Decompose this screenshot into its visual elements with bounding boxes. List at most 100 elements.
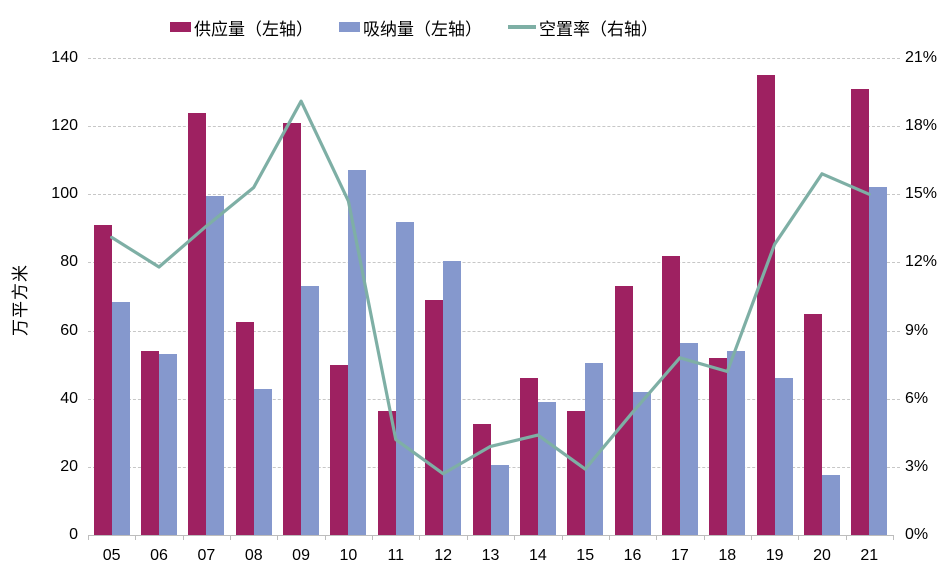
x-axis-tick-label: 18 — [718, 547, 737, 564]
supply-bar — [377, 410, 396, 535]
x-axis-tick-label: 21 — [860, 547, 879, 564]
x-axis-tick — [230, 536, 232, 540]
x-axis-tick — [561, 536, 563, 540]
x-axis-tick-label: 15 — [576, 547, 595, 564]
x-axis-tick — [750, 536, 752, 540]
x-axis-tick — [514, 536, 516, 540]
legend-item-supply: 供应量（左轴） — [170, 15, 313, 40]
absorption-bar — [301, 286, 320, 535]
x-axis-tick — [893, 536, 894, 540]
absorption-bar — [869, 187, 888, 535]
supply-bar — [756, 75, 775, 535]
absorption-bar — [727, 351, 746, 535]
x-axis-tick — [466, 536, 468, 540]
gridline — [88, 262, 900, 264]
x-axis-tick — [324, 536, 326, 540]
left-axis-tick-label: 80 — [60, 253, 78, 271]
x-axis-tick-label: 06 — [150, 547, 168, 564]
gridline — [88, 398, 900, 400]
vacancy-line-swatch-icon — [508, 25, 536, 29]
x-axis-tick-label: 11 — [387, 547, 405, 564]
absorption-swatch-icon — [339, 22, 360, 32]
supply-bar — [614, 286, 633, 535]
absorption-bar — [585, 362, 604, 535]
left-axis-tick-label: 20 — [60, 457, 78, 475]
supply-bar — [709, 357, 728, 535]
left-axis-tick-label: 100 — [51, 185, 78, 203]
supply-swatch-icon — [170, 22, 191, 32]
supply-bar — [851, 88, 870, 535]
right-axis-tick-label: 3% — [905, 457, 929, 475]
legend-label-vacancy: 空置率（右轴） — [539, 19, 658, 39]
supply-bar — [803, 313, 822, 535]
left-axis-tick-label: 40 — [60, 389, 78, 407]
right-axis-tick-label: 15% — [905, 185, 938, 203]
right-axis-tick-label: 9% — [905, 321, 929, 339]
x-axis-tick-label: 13 — [481, 547, 500, 564]
x-axis-tick — [88, 536, 89, 540]
right-axis-tick-label: 0% — [905, 526, 929, 543]
right-axis-tick-label: 18% — [905, 117, 938, 135]
legend-item-absorption: 吸纳量（左轴） — [339, 15, 482, 40]
supply-bar — [330, 364, 349, 535]
x-axis-tick-label: 19 — [765, 547, 784, 564]
supply-bar — [661, 255, 680, 535]
x-axis-tick-label: 09 — [292, 547, 310, 564]
x-axis-tick — [798, 536, 800, 540]
right-axis-tick-label: 21% — [905, 49, 938, 66]
supply-bar — [519, 378, 538, 535]
x-axis-tick-label: 20 — [813, 547, 831, 564]
absorption-bar — [111, 301, 130, 535]
absorption-bar — [159, 354, 178, 535]
absorption-bar — [490, 465, 509, 535]
gridline — [88, 330, 900, 332]
x-axis-tick — [277, 536, 279, 540]
x-axis-tick — [845, 536, 847, 540]
x-axis-tick-label: 07 — [197, 547, 216, 564]
chart-legend: 供应量（左轴） 吸纳量（左轴） 空置率（右轴） — [0, 12, 828, 42]
right-axis-tick-label: 6% — [905, 389, 929, 407]
x-axis-tick-label: 08 — [244, 547, 263, 564]
x-axis-tick — [372, 536, 374, 540]
absorption-bar — [632, 391, 651, 535]
x-axis-tick-label: 12 — [434, 547, 453, 564]
left-axis-tick-label: 140 — [51, 49, 78, 66]
supply-bar — [93, 224, 112, 535]
supply-bar — [472, 424, 491, 535]
x-axis-tick — [703, 536, 705, 540]
left-axis-title: 万平方米 — [11, 264, 30, 336]
left-axis-tick-label: 0 — [69, 526, 78, 543]
legend-label-supply: 供应量（左轴） — [194, 19, 313, 39]
x-axis-line — [88, 535, 894, 536]
absorption-bar — [821, 475, 840, 535]
legend-label-absorption: 吸纳量（左轴） — [363, 19, 482, 39]
supply-bar — [283, 122, 302, 535]
x-axis-tick — [419, 536, 421, 540]
vacancy-rate-line — [110, 99, 871, 476]
supply-bar — [425, 299, 444, 535]
gridline — [88, 58, 900, 59]
gridline — [88, 126, 900, 128]
gridline — [88, 194, 900, 196]
x-axis-tick-label: 17 — [671, 547, 689, 564]
plot-area — [88, 58, 900, 540]
x-axis-tick — [182, 536, 184, 540]
supply-bar — [141, 351, 160, 535]
absorption-bar — [774, 378, 793, 535]
x-axis-tick-label: 10 — [339, 547, 358, 564]
absorption-bar — [679, 342, 698, 535]
absorption-bar — [206, 196, 225, 535]
supply-bar — [188, 112, 207, 535]
x-axis-tick-label: 14 — [528, 547, 547, 564]
absorption-bar — [395, 221, 414, 535]
absorption-bar — [253, 388, 272, 535]
x-axis-tick — [608, 536, 610, 540]
left-axis-tick-label: 120 — [51, 117, 78, 135]
legend-item-vacancy: 空置率（右轴） — [508, 15, 658, 40]
right-axis-tick-label: 12% — [905, 253, 938, 271]
x-axis-tick-label: 16 — [623, 547, 642, 564]
supply-bar — [235, 322, 254, 535]
supply-bar — [567, 410, 586, 535]
x-axis-tick-label: 05 — [102, 547, 121, 564]
